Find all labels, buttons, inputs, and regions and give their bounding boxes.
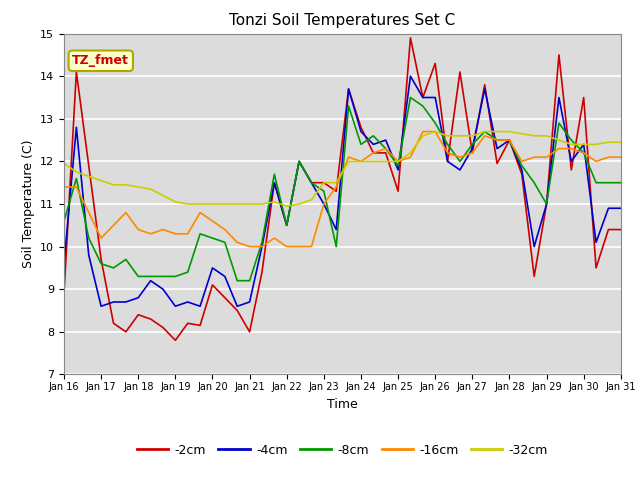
- Title: Tonzi Soil Temperatures Set C: Tonzi Soil Temperatures Set C: [229, 13, 456, 28]
- Text: TZ_fmet: TZ_fmet: [72, 54, 129, 67]
- Y-axis label: Soil Temperature (C): Soil Temperature (C): [22, 140, 35, 268]
- Legend: -2cm, -4cm, -8cm, -16cm, -32cm: -2cm, -4cm, -8cm, -16cm, -32cm: [132, 439, 553, 462]
- X-axis label: Time: Time: [327, 397, 358, 410]
